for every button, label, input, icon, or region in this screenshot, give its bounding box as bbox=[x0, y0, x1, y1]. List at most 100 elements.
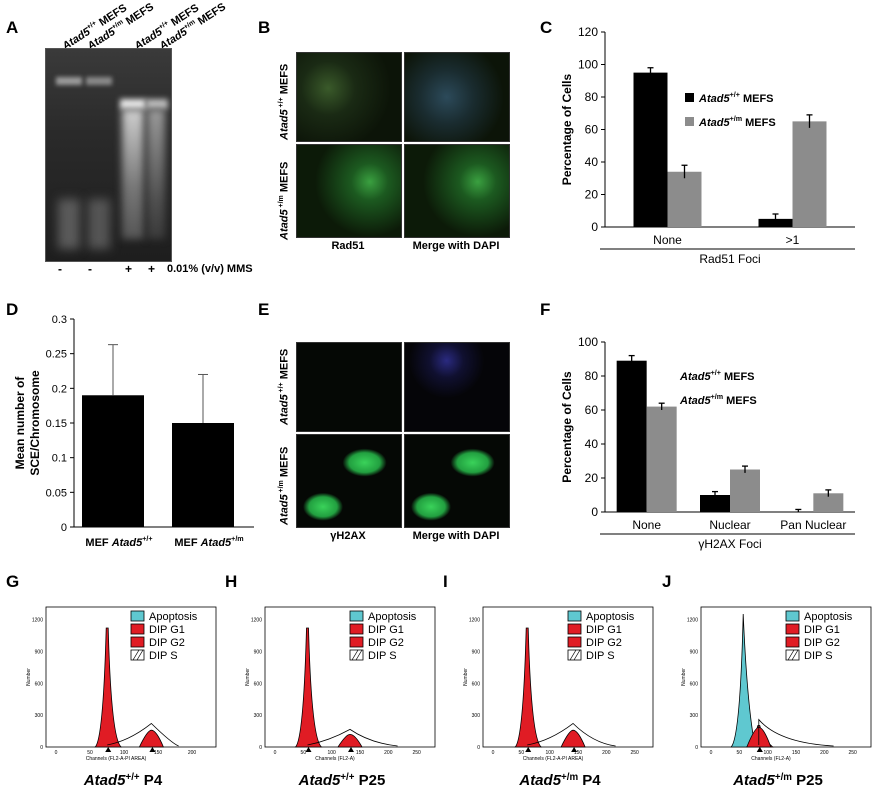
legend-label: DIP G2 bbox=[368, 637, 404, 649]
y-tick-label: 120 bbox=[578, 25, 598, 39]
legend-label: Apoptosis bbox=[368, 611, 417, 623]
row-label-mut: Atad5 +/m MEFS bbox=[278, 161, 291, 240]
micrograph-merge-mut-e bbox=[404, 434, 510, 528]
y-tick-label: 0 bbox=[695, 745, 698, 751]
legend-hatch bbox=[355, 649, 363, 661]
y-tick-label: 20 bbox=[585, 188, 599, 202]
x-tick-label: 0 bbox=[710, 750, 713, 756]
legend-hatch bbox=[132, 649, 140, 661]
legend-swatch bbox=[130, 636, 145, 648]
flow-caption-label: Atad5+/+ P4 bbox=[83, 772, 163, 789]
row-label-wt-e: Atad5 +/+ MEFS bbox=[278, 348, 291, 425]
legend-swatch bbox=[567, 636, 582, 648]
x-tick-label: 50 bbox=[301, 750, 307, 756]
y-tick-label: 900 bbox=[254, 650, 263, 656]
flow-caption: Atad5+/m P4 bbox=[518, 772, 601, 789]
panel-e: Atad5 +/+ MEFS Atad5 +/m MEFS γH2AX Merg… bbox=[270, 330, 520, 560]
legend-swatch bbox=[685, 117, 694, 126]
bar bbox=[792, 121, 827, 227]
micrograph-rad51-wt bbox=[296, 52, 402, 142]
flow-caption-label: Atad5+/m P25 bbox=[732, 772, 823, 789]
x-tick-label: 200 bbox=[188, 750, 197, 756]
bar bbox=[700, 495, 730, 512]
legend-label: DIP G1 bbox=[149, 624, 185, 636]
legend-label: Apoptosis bbox=[149, 611, 198, 623]
y-axis-label: Percentage of Cells bbox=[560, 73, 574, 185]
flow-histogram: 0 300 600 900 1200 Number 0 50 100 150 200 250 Chann… bbox=[681, 606, 872, 762]
y-tick-label: 0 bbox=[259, 745, 262, 751]
flow-caption: Atad5+/m P25 bbox=[732, 772, 823, 789]
g1-marker bbox=[305, 747, 312, 752]
flow-histogram: 0 300 600 900 1200 Number 0 50 100 150 200 Channels… bbox=[26, 606, 217, 762]
micrograph-h2ax-mut bbox=[296, 434, 402, 528]
x-tick-label: 200 bbox=[384, 750, 393, 756]
y-axis-label: Number bbox=[245, 668, 251, 686]
panel-letter-f: F bbox=[540, 300, 551, 319]
legend-swatch bbox=[567, 649, 582, 661]
y-tick-label: 80 bbox=[585, 90, 599, 104]
chart-d: 0 0.05 0.1 0.15 0.2 0.25 0.3 MEF Atad5+/+ MEF At… bbox=[13, 314, 254, 549]
x-axis-label: Channels (FL2-A-PI AREA) bbox=[86, 756, 147, 762]
legend-swatch bbox=[785, 636, 800, 648]
x-axis-label: Channels (FL2-A) bbox=[315, 756, 355, 762]
y-tick-label: 80 bbox=[585, 369, 599, 383]
col-label-h2ax: γH2AX bbox=[330, 530, 366, 542]
g1-peak bbox=[294, 627, 323, 748]
x-tick-label: 100 bbox=[120, 750, 129, 756]
legend-swatch bbox=[130, 623, 145, 635]
micrograph-merge-mut bbox=[404, 144, 510, 238]
y-tick-label: 600 bbox=[254, 681, 263, 687]
apoptosis-peak bbox=[730, 613, 756, 748]
y-tick-label: 0.1 bbox=[52, 453, 67, 465]
legend-label: DIP G2 bbox=[149, 637, 185, 649]
legend-swatch bbox=[685, 93, 694, 102]
x-tick-label: 0 bbox=[55, 750, 58, 756]
panel-a: Atad5+/+ MEFS Atad5+/m MEFS Atad5+/+ MEFS A… bbox=[40, 0, 260, 290]
treatment-mark: - bbox=[88, 262, 92, 276]
s-phase-curve bbox=[307, 728, 398, 747]
x-tick-label: 150 bbox=[574, 750, 583, 756]
legend-label: DIP G1 bbox=[368, 624, 404, 636]
legend-swatch bbox=[567, 610, 582, 622]
flow-caption-label: Atad5+/m P4 bbox=[518, 772, 601, 789]
legend-label: Atad5+/+ MEFS bbox=[698, 91, 774, 105]
panel-b: Atad5 +/+ MEFS Atad5 +/m MEFS Rad51 Merg… bbox=[270, 40, 520, 280]
y-axis-label: SCE/Chromosome bbox=[28, 370, 42, 476]
y-tick-label: 0 bbox=[477, 745, 480, 751]
legend-label: Apoptosis bbox=[804, 611, 853, 623]
y-tick-label: 1200 bbox=[687, 618, 698, 624]
treatment-mark: - bbox=[58, 262, 62, 276]
row-label-wt: Atad5 +/+ MEFS bbox=[278, 63, 291, 140]
legend-label: Atad5+/m MEFS bbox=[679, 393, 757, 407]
g2-marker bbox=[348, 747, 354, 752]
x-tick-label: >1 bbox=[786, 233, 800, 247]
s-phase-curve bbox=[527, 722, 616, 747]
flow-histogram: 0 300 600 900 1200 Number 0 50 100 150 200 250 Chann… bbox=[463, 606, 654, 762]
x-tick-label: 0 bbox=[274, 750, 277, 756]
x-tick-label: None bbox=[653, 233, 682, 247]
legend-swatch bbox=[785, 649, 800, 661]
y-tick-label: 600 bbox=[472, 681, 481, 687]
y-tick-label: 300 bbox=[254, 713, 263, 719]
panel-letter-j: J bbox=[662, 572, 672, 591]
legend-swatch bbox=[349, 636, 364, 648]
x-tick-label: MEF Atad5+/m bbox=[174, 535, 243, 549]
x-axis-label: Rad51 Foci bbox=[699, 252, 760, 266]
y-tick-label: 1200 bbox=[469, 618, 480, 624]
y-tick-label: 1200 bbox=[32, 618, 43, 624]
legend-swatch bbox=[349, 649, 364, 661]
x-tick-label: 200 bbox=[602, 750, 611, 756]
y-tick-label: 900 bbox=[35, 650, 44, 656]
flow-panel: 0 300 600 900 1200 Number 0 50 100 150 200 250 Chann… bbox=[455, 595, 660, 795]
bar bbox=[633, 72, 668, 227]
col-label-rad51: Rad51 bbox=[331, 240, 365, 252]
treatment-mark: + bbox=[125, 262, 133, 276]
y-tick-label: 300 bbox=[690, 713, 699, 719]
g1-marker bbox=[525, 747, 532, 752]
flow-caption-label: Atad5+/+ P25 bbox=[298, 772, 386, 789]
micrograph-h2ax-wt bbox=[296, 342, 402, 432]
x-tick-label: 50 bbox=[87, 750, 93, 756]
x-tick-label: 50 bbox=[737, 750, 743, 756]
flow-caption: Atad5+/+ P4 bbox=[83, 772, 163, 789]
micrograph-merge-wt bbox=[404, 52, 510, 142]
